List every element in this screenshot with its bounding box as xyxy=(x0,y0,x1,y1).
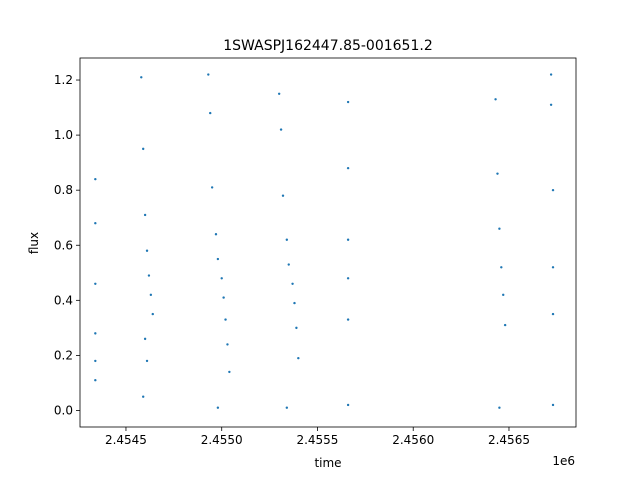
data-point xyxy=(143,213,147,217)
data-point xyxy=(277,92,281,96)
data-point xyxy=(500,266,503,269)
data-points xyxy=(94,73,555,409)
x-tick-label: 2.4550 xyxy=(201,433,243,447)
x-tick-label: 2.4560 xyxy=(392,433,434,447)
y-tick-label: 0.2 xyxy=(54,348,73,362)
data-point xyxy=(94,222,97,225)
data-point xyxy=(551,312,555,316)
data-point xyxy=(551,266,555,269)
data-point xyxy=(549,73,553,76)
data-point xyxy=(346,277,350,280)
data-point xyxy=(226,343,229,346)
data-point xyxy=(549,103,553,107)
y-tick-label: 0.8 xyxy=(54,183,73,197)
data-point xyxy=(220,277,223,280)
y-tick-label: 1.2 xyxy=(54,73,73,87)
data-point xyxy=(551,403,555,407)
data-point xyxy=(210,186,214,189)
data-point xyxy=(346,318,350,321)
data-point xyxy=(145,359,149,363)
data-point xyxy=(498,406,501,409)
x-tick-label: 2.4555 xyxy=(296,433,338,447)
data-point xyxy=(291,282,294,286)
data-point xyxy=(503,323,507,327)
data-point xyxy=(142,147,145,151)
data-point xyxy=(142,395,145,398)
data-point xyxy=(295,326,298,330)
data-point xyxy=(94,177,97,181)
data-point xyxy=(551,188,555,192)
data-point xyxy=(498,227,501,230)
data-point xyxy=(346,100,350,104)
data-point xyxy=(496,172,499,175)
data-point xyxy=(346,403,350,407)
data-point xyxy=(502,293,505,297)
data-point xyxy=(214,233,218,236)
data-point xyxy=(281,194,285,197)
y-axis-label: flux xyxy=(27,232,41,254)
y-tick-label: 0.4 xyxy=(54,293,73,307)
data-point xyxy=(140,76,143,79)
y-tick-label: 0.0 xyxy=(54,403,73,417)
data-point xyxy=(145,249,149,252)
data-point xyxy=(279,128,283,131)
data-point xyxy=(228,370,231,374)
x-axis-offset-label: 1e6 xyxy=(552,454,575,468)
y-tick-label: 0.6 xyxy=(54,238,73,252)
x-axis-label: time xyxy=(314,456,341,470)
data-point xyxy=(285,238,289,241)
data-point xyxy=(494,98,497,101)
x-tick-label: 2.4565 xyxy=(488,433,530,447)
data-point xyxy=(147,274,151,277)
plot-frame xyxy=(79,57,577,428)
data-point xyxy=(94,378,97,382)
x-tick-label: 2.4545 xyxy=(105,433,147,447)
data-point xyxy=(224,318,227,321)
y-tick-label: 1.0 xyxy=(54,128,73,142)
data-point xyxy=(209,111,212,115)
data-point xyxy=(143,337,147,341)
x-axis-ticks: 2.4545 2.4550 2.4555 2.4560 2.4565 xyxy=(105,427,530,447)
data-point xyxy=(293,301,296,305)
chart-title: 1SWASPJ162447.85-001651.2 xyxy=(223,38,432,54)
data-point xyxy=(216,257,220,261)
data-point xyxy=(346,238,350,241)
data-point xyxy=(287,263,290,266)
data-point xyxy=(297,356,300,360)
data-point xyxy=(151,312,154,316)
data-point xyxy=(94,332,97,335)
data-point xyxy=(346,166,350,170)
data-point xyxy=(222,296,225,299)
data-point xyxy=(207,73,210,76)
data-point xyxy=(149,293,153,297)
data-point xyxy=(216,406,220,409)
data-point xyxy=(94,359,97,363)
data-point xyxy=(285,406,289,409)
y-axis-ticks: 0.0 0.2 0.4 0.6 0.8 1.0 1.2 xyxy=(54,73,80,417)
data-point xyxy=(94,282,97,286)
